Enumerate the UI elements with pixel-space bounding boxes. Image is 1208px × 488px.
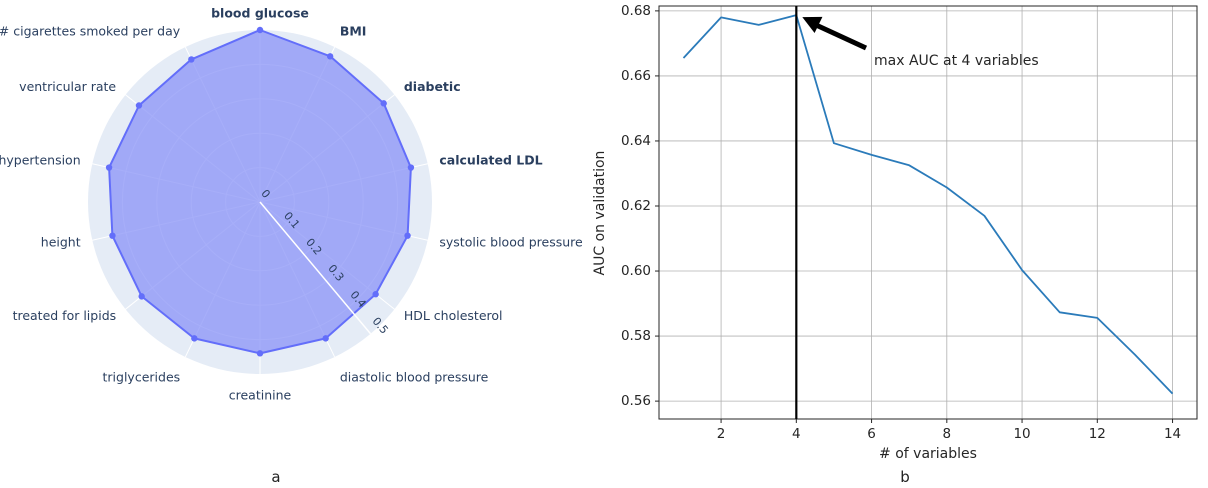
radar-point-2 (380, 100, 387, 107)
y-tick-label: 0.62 (621, 198, 651, 214)
radar-point-1 (326, 53, 334, 60)
radar-axis-label: BMI (340, 24, 367, 39)
y-tick-labels: 0.56 0.58 0.60 0.62 0.64 0.66 0.68 (621, 3, 659, 409)
x-tick-label: 4 (792, 426, 801, 442)
radar-axis-label: triglycerides (103, 369, 181, 384)
radar-axis-label: # cigarettes smoked per day (0, 24, 181, 39)
annotation-arrow-head (802, 16, 823, 34)
x-tick-labels: 2 4 6 8 10 12 14 (717, 419, 1181, 442)
y-tick-label: 0.56 (621, 393, 651, 409)
y-tick-label: 0.60 (621, 263, 651, 279)
radar-point-9 (138, 293, 145, 300)
line-axes-frame (658, 5, 1198, 420)
auc-series (682, 14, 1174, 395)
line-chart: 2 4 6 8 10 12 14 0.560.580.600.620.640.660.68 … (592, 3, 1198, 462)
radar-point-0 (256, 26, 264, 34)
radar-point-5 (372, 291, 379, 298)
auc-line (682, 14, 1174, 395)
y-tick-label: 0.58 (621, 328, 651, 344)
panel-label-b: b (900, 468, 910, 486)
plot-frame (658, 5, 1198, 420)
annotation: max AUC at 4 variables (802, 16, 1039, 69)
radar-point-13 (188, 56, 195, 63)
x-tick-label: 12 (1089, 426, 1106, 442)
radar-axis-label: hypertension (0, 153, 81, 168)
radar-axis-label: systolic blood pressure (439, 234, 583, 249)
radar-axis-label: HDL cholesterol (404, 308, 503, 323)
radar-chart: 00.10.20.30.40.5 blood glucoseBMIdiabeti… (0, 6, 583, 403)
x-tick-label: 2 (717, 426, 726, 442)
x-tick-label: 14 (1164, 426, 1181, 442)
annotation-text: max AUC at 4 variables (874, 53, 1039, 69)
x-tick-label: 8 (943, 426, 952, 442)
annotation-arrow-shaft (815, 22, 868, 51)
radar-axis-label: ventricular rate (19, 79, 116, 94)
radar-axis-label: diabetic (404, 79, 461, 94)
x-tick-label: 10 (1013, 426, 1030, 442)
y-axis-title: AUC on validation (592, 151, 608, 276)
x-tick-label: 6 (867, 426, 876, 442)
radar-point-7 (256, 350, 264, 357)
radar-point-11 (105, 164, 113, 171)
y-tick-label: 0.66 (621, 68, 651, 84)
radar-axis-labels: blood glucose BMI diabetic calculated LDL sy… (0, 6, 583, 403)
radar-axis-label: diastolic blood pressure (340, 369, 489, 384)
radar-area (105, 26, 415, 357)
radar-axis-label: blood glucose (211, 6, 309, 21)
x-axis-title: # of variables (879, 446, 977, 462)
panel-label-a: a (271, 468, 280, 486)
radar-axis-label: creatinine (229, 388, 292, 403)
radar-point-10 (109, 232, 116, 239)
line-gridlines (659, 6, 1197, 419)
radar-axis-label: treated for lipids (13, 308, 117, 323)
radar-axis-label: height (41, 234, 81, 249)
radar-radial-axis (259, 201, 372, 335)
radar-point-4 (404, 232, 411, 239)
radar-point-6 (322, 335, 329, 342)
y-tick-label: 0.68 (621, 3, 651, 19)
radar-axis-label: calculated LDL (439, 153, 542, 168)
y-tick-label: 0.64 (621, 133, 651, 149)
radar-point-8 (191, 335, 198, 342)
radar-point-3 (407, 164, 415, 171)
radar-point-12 (135, 102, 143, 109)
